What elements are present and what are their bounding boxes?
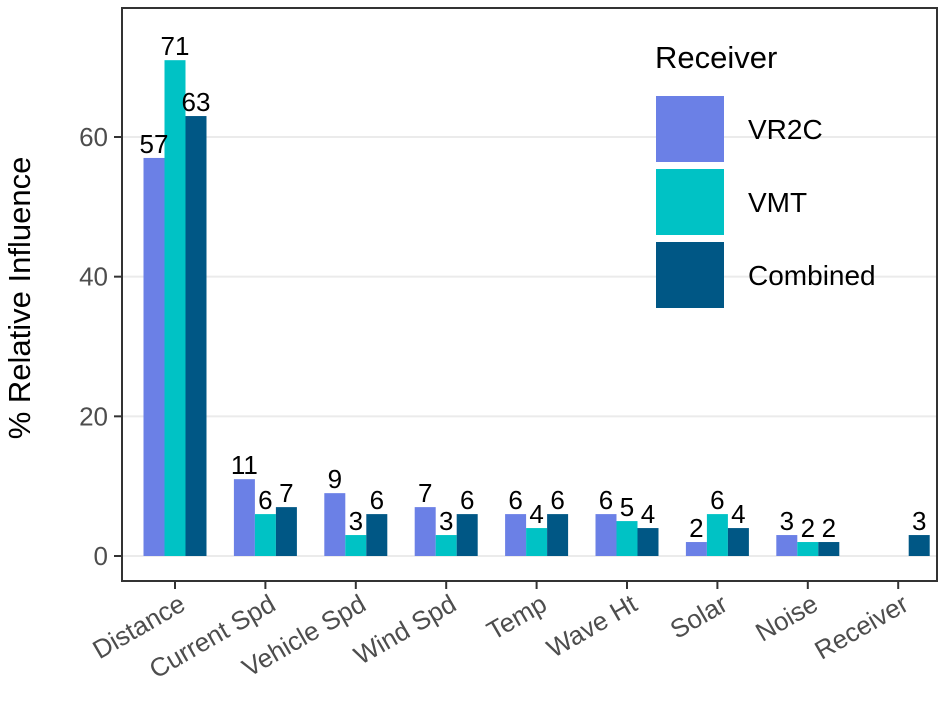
y-tick-label: 40 [79, 262, 108, 292]
bar-vmt-current-spd [254, 514, 276, 556]
x-tick-label: Wave Ht [542, 588, 643, 664]
data-label: 4 [731, 499, 745, 529]
bar-vr2c-distance [143, 157, 165, 556]
legend-key-vr2c [656, 96, 724, 162]
legend-key-combined [656, 242, 724, 308]
data-label: 7 [418, 478, 432, 508]
legend: Receiver VR2C VMT Combined [655, 40, 876, 308]
data-label: 9 [328, 464, 342, 494]
data-label: 6 [460, 485, 474, 515]
data-label: 3 [780, 506, 794, 536]
bar-combined-wave-ht [637, 528, 659, 556]
data-label: 6 [370, 485, 384, 515]
data-label: 6 [258, 485, 272, 515]
bar-vr2c-temp [505, 514, 527, 556]
y-tick-label: 60 [79, 122, 108, 152]
bar-vmt-wind-spd [435, 535, 457, 556]
bar-combined-distance [185, 116, 207, 557]
data-label: 3 [439, 506, 453, 536]
bar-combined-vehicle-spd [366, 514, 388, 556]
bar-combined-receiver [908, 535, 930, 556]
x-tick-label: Solar [665, 588, 733, 644]
bar-vmt-temp [526, 528, 548, 556]
data-label: 71 [161, 31, 190, 61]
data-label: 6 [710, 485, 724, 515]
legend-label-vr2c: VR2C [748, 114, 823, 145]
data-label: 6 [508, 485, 522, 515]
data-label: 3 [912, 506, 926, 536]
y-tick-label: 20 [79, 401, 108, 431]
bar-combined-solar [727, 528, 749, 556]
bar-vmt-distance [164, 60, 186, 556]
bar-vmt-wave-ht [616, 521, 638, 556]
bar-combined-noise [818, 542, 840, 556]
legend-label-combined: Combined [748, 260, 876, 291]
bar-combined-current-spd [275, 507, 297, 556]
x-tick-label: Wind Spd [349, 588, 462, 670]
data-label: 2 [822, 513, 836, 543]
data-label: 6 [599, 485, 613, 515]
x-tick-label: Receiver [809, 588, 913, 665]
data-label: 3 [349, 506, 363, 536]
y-tick-label: 0 [94, 541, 108, 571]
y-axis: 0 20 40 60 [79, 122, 122, 571]
bar-vr2c-solar [685, 542, 707, 556]
bar-combined-temp [547, 514, 569, 556]
legend-key-vmt [656, 169, 724, 235]
bar-vmt-solar [706, 514, 728, 556]
data-label: 57 [140, 129, 169, 159]
bars [143, 60, 930, 557]
bar-vr2c-current-spd [233, 479, 255, 556]
data-label: 5 [620, 492, 634, 522]
bar-vmt-vehicle-spd [345, 535, 367, 556]
y-axis-title: % Relative Influence [2, 157, 37, 440]
legend-label-vmt: VMT [748, 187, 807, 218]
legend-title: Receiver [655, 40, 777, 75]
data-label: 2 [801, 513, 815, 543]
bar-vr2c-noise [776, 535, 798, 556]
data-label: 11 [231, 450, 258, 480]
data-label: 2 [689, 513, 703, 543]
data-label: 7 [279, 478, 293, 508]
data-label: 6 [550, 485, 564, 515]
data-label: 4 [641, 499, 655, 529]
data-label: 4 [529, 499, 543, 529]
data-label: 63 [182, 87, 211, 117]
bar-vmt-noise [797, 542, 819, 556]
bar-vr2c-wind-spd [414, 507, 436, 556]
bar-combined-wind-spd [456, 514, 478, 556]
bar-vr2c-vehicle-spd [324, 493, 346, 556]
plot-panel-border [121, 7, 938, 582]
bar-vr2c-wave-ht [595, 514, 617, 556]
